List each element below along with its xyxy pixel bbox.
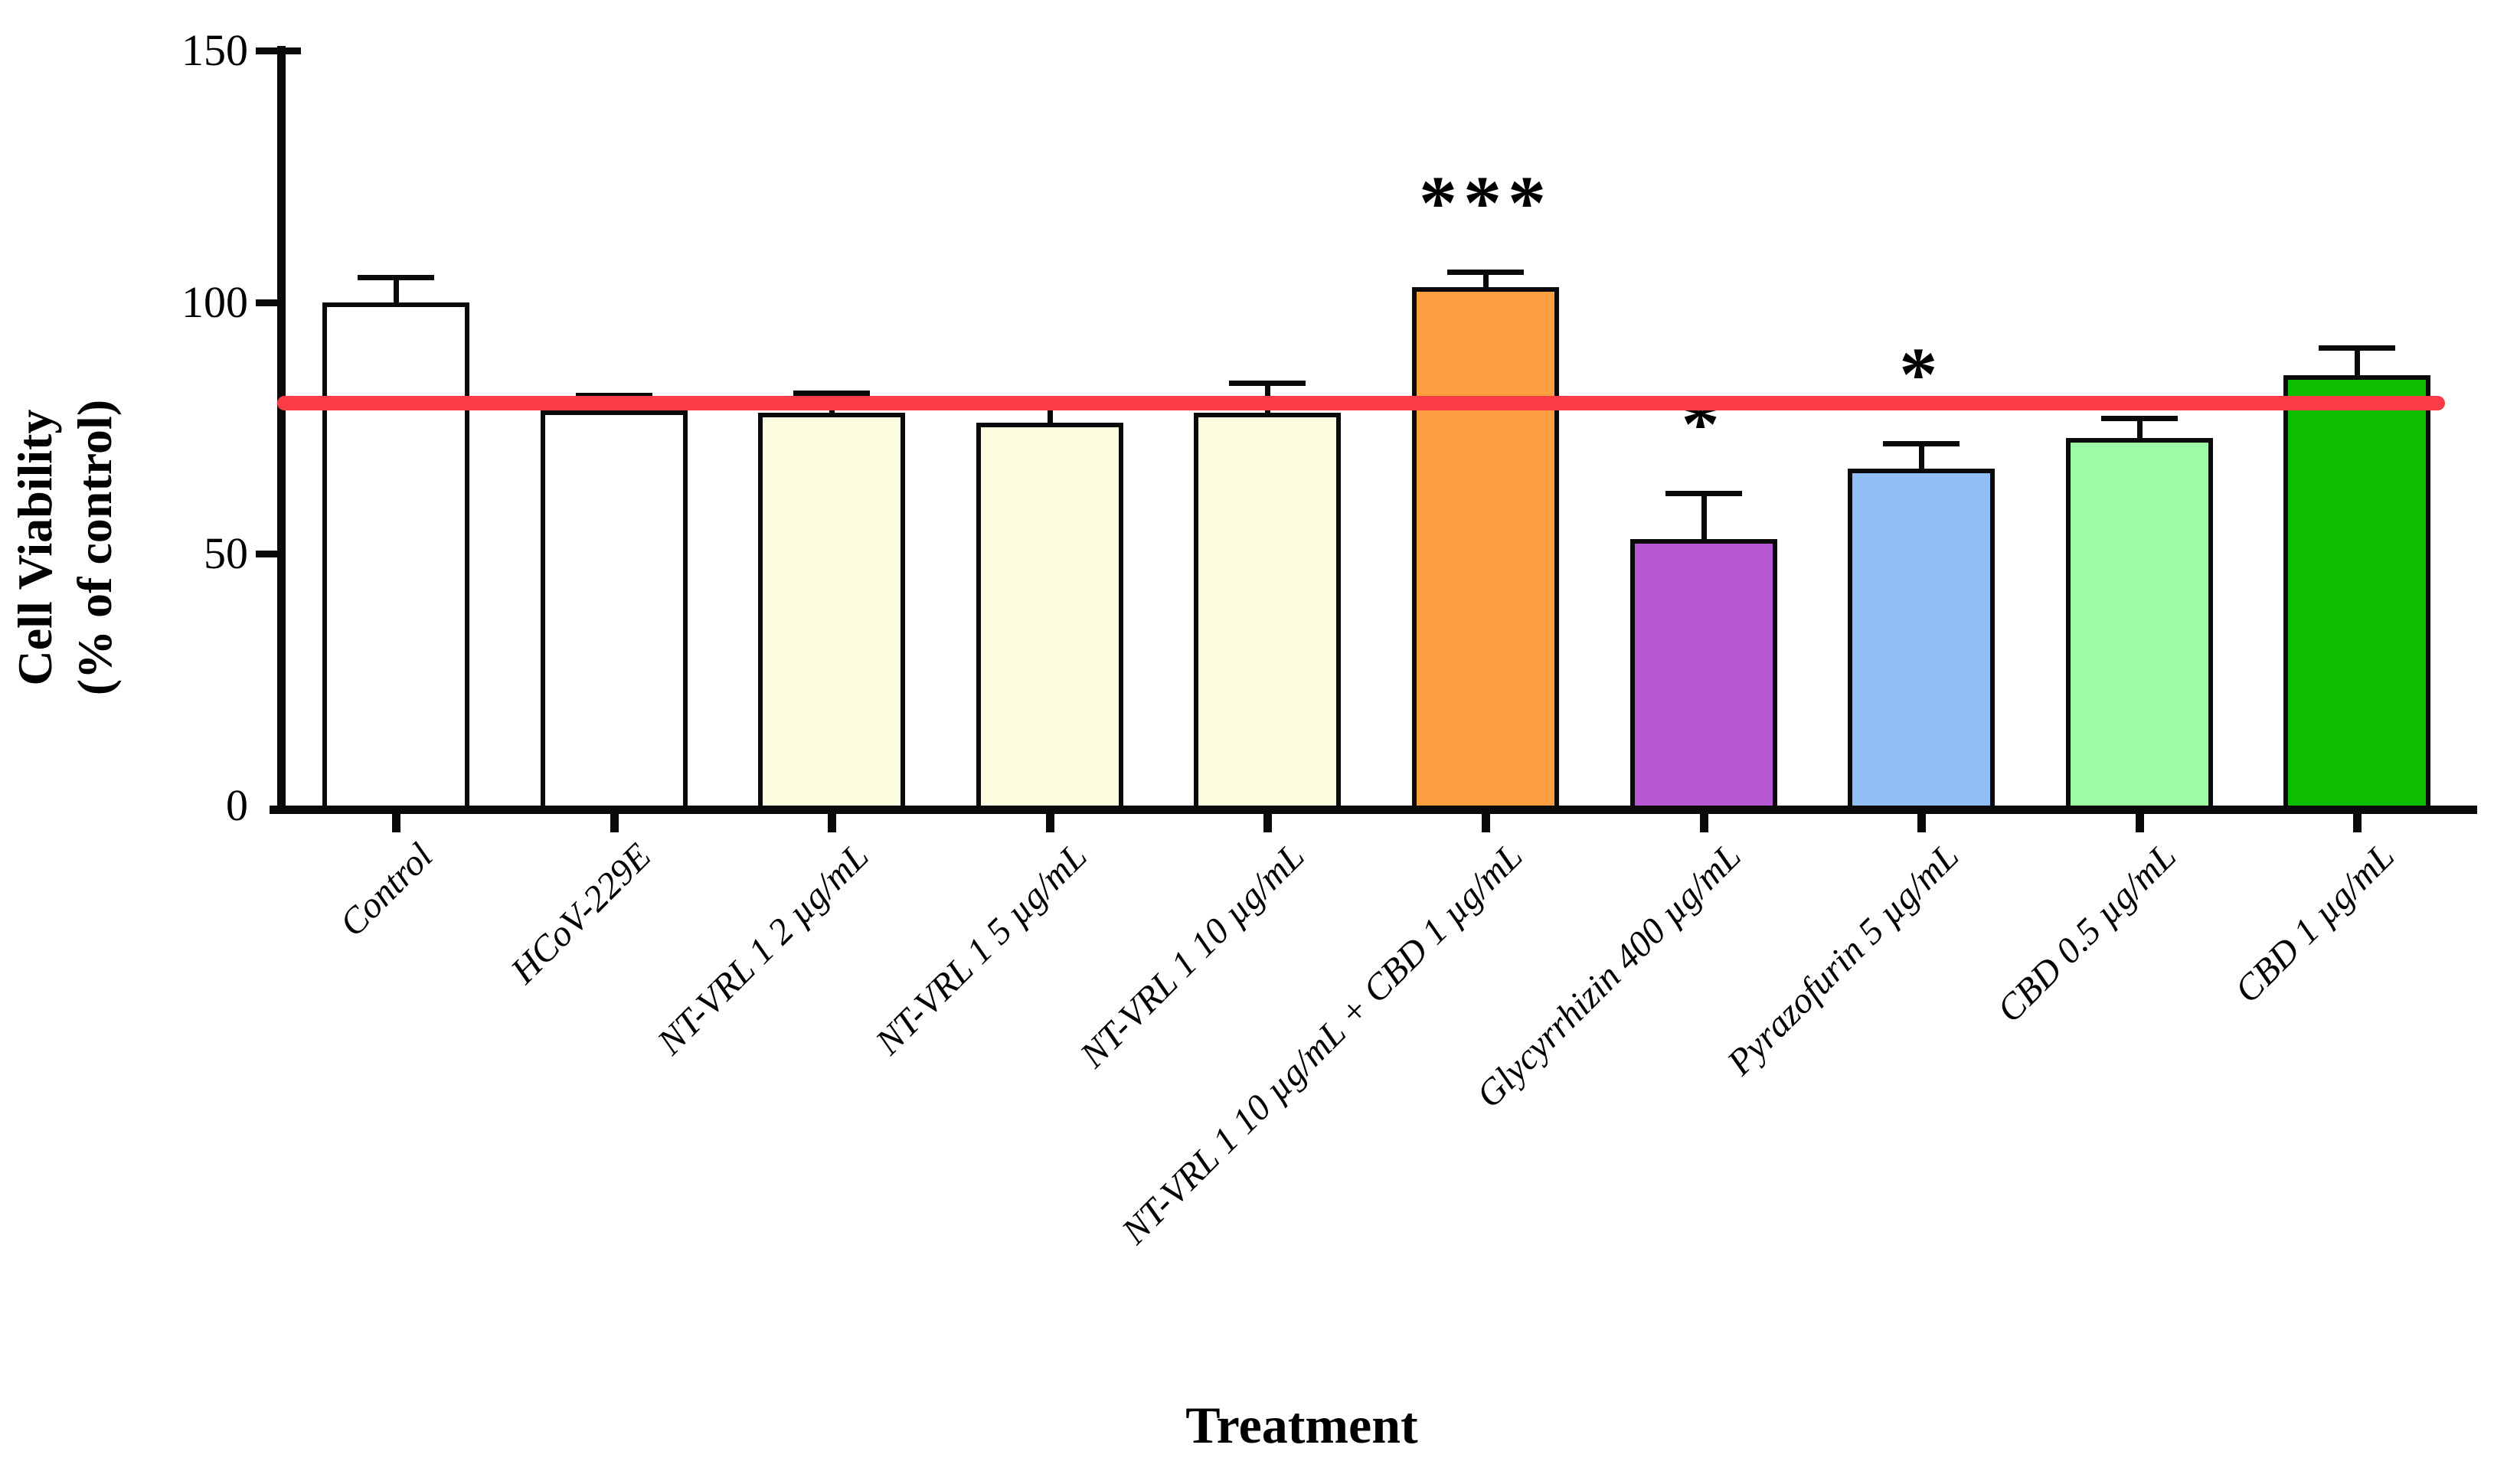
- x-category-label: NT-VRL 1 10 µg/mL: [1072, 835, 1313, 1076]
- error-bar-stem: [1483, 272, 1489, 292]
- y-tick-50: [256, 551, 277, 558]
- error-bar-stem: [1919, 443, 1925, 473]
- x-tick-1: [610, 814, 619, 832]
- x-tick-5: [1482, 814, 1490, 832]
- bar-cbd-0-5-g-ml: [2065, 438, 2213, 810]
- error-bar-cap: [358, 274, 434, 280]
- x-tick-8: [2135, 814, 2144, 832]
- bar-cbd-1-g-ml: [2283, 374, 2431, 810]
- x-category-label: CBD 1 µg/mL: [2227, 835, 2403, 1011]
- x-category-label: CBD 0.5 µg/mL: [1989, 835, 2185, 1031]
- y-axis-title: Cell Viability (% of control): [5, 400, 125, 695]
- x-axis-line: [270, 806, 2477, 814]
- x-category-label: Control: [332, 835, 441, 945]
- significance-label: ***: [1419, 160, 1552, 246]
- y-axis-title-line2: (% of control): [67, 399, 122, 696]
- error-bar-cap: [793, 390, 871, 396]
- error-bar-cap: [2100, 415, 2178, 421]
- x-category-label: HCoV-229E: [502, 835, 659, 992]
- error-bar-cap: [1665, 491, 1742, 497]
- bar-nt-vrl-1-10-g-ml: [1194, 413, 1342, 810]
- bar-control: [322, 302, 469, 810]
- x-tick-7: [1917, 814, 1927, 832]
- x-category-label: Pyrazofurin 5 µg/mL: [1719, 835, 1966, 1084]
- error-bar-cap: [1447, 270, 1524, 276]
- bar-nt-vrl-1-2-g-ml: [758, 413, 906, 810]
- error-bar-cap: [575, 393, 652, 399]
- error-bar-stem: [394, 276, 399, 307]
- y-axis-title-line1: Cell Viability: [8, 409, 62, 686]
- y-tick-label-150: 150: [181, 25, 248, 75]
- y-tick-label-0: 0: [226, 780, 248, 830]
- x-axis-title: Treatment: [1185, 1396, 1418, 1454]
- error-bar-stem: [2136, 417, 2143, 443]
- x-category-label: NT-VRL 1 2 µg/mL: [649, 835, 877, 1063]
- error-bar-stem: [1701, 493, 1707, 544]
- bar-nt-vrl-1-5-g-ml: [976, 423, 1123, 810]
- x-tick-3: [1045, 814, 1054, 832]
- reference-line: [277, 396, 2445, 411]
- bar-hcov-229e: [540, 410, 688, 810]
- y-tick-label-100: 100: [181, 276, 248, 327]
- error-bar-stem: [2355, 347, 2361, 380]
- error-bar-cap: [1229, 380, 1306, 386]
- error-bar-stem: [1047, 400, 1053, 428]
- x-tick-0: [392, 814, 400, 832]
- x-category-label: NT-VRL 1 5 µg/mL: [868, 835, 1095, 1063]
- error-bar-cap: [1883, 440, 1960, 446]
- x-tick-9: [2353, 814, 2362, 832]
- bar-nt-vrl-1-10-g-ml-cbd-1-g-ml: [1412, 286, 1559, 810]
- y-axis-line: [277, 46, 286, 814]
- y-tick-label-50: 50: [204, 528, 248, 579]
- error-bar-cap: [2319, 345, 2396, 351]
- y-tick-150: [256, 47, 277, 54]
- x-category-label: NT-VRL 1 10 µg/mL + CBD 1 µg/mL: [1114, 835, 1531, 1252]
- x-tick-2: [828, 814, 837, 832]
- y-axis-top-cap: [286, 47, 301, 54]
- x-tick-6: [1699, 814, 1708, 832]
- x-tick-4: [1263, 814, 1273, 832]
- y-tick-100: [256, 299, 277, 306]
- bar-glycyrrhizin-400-g-ml: [1629, 538, 1777, 810]
- bar-pyrazofurin-5-g-ml: [1848, 468, 1996, 810]
